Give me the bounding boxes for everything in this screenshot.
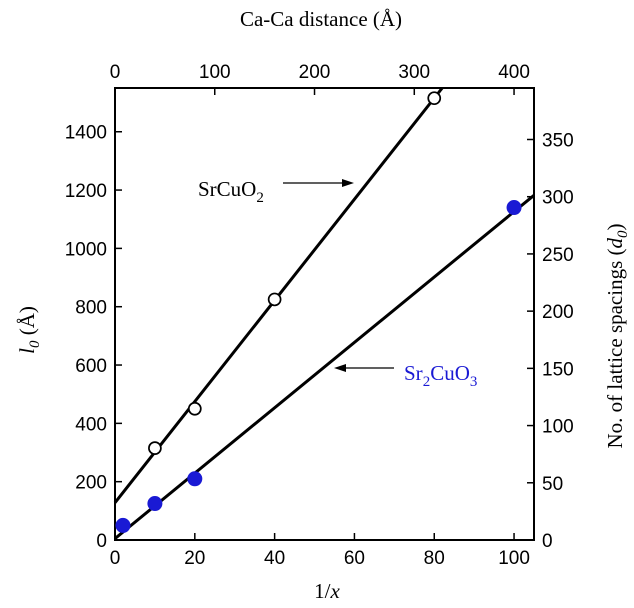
sr2cuo3-label-part1: Sr (404, 361, 423, 385)
x-bottom-tick-label-20: 20 (184, 548, 205, 569)
annotation-srcuo2: SrCuO2 (198, 177, 354, 206)
annotation-sr2cuo3-label: Sr2CuO3 (404, 361, 477, 390)
y-right-tick-label-0: 0 (542, 531, 553, 552)
y-right-title-main: No. of lattice spacings ( (603, 248, 627, 448)
y-left-tick-label-200: 200 (75, 473, 107, 494)
y-right-tick-label-250: 250 (542, 245, 574, 266)
y-left-tick-label-800: 800 (75, 298, 107, 319)
srcuo2-label-part1: SrCuO (198, 177, 256, 201)
plot-frame (114, 87, 535, 541)
x-bottom-tick-label-100: 100 (498, 548, 530, 569)
sr2cuo3-label-sub1: 2 (423, 374, 431, 390)
y-left-tick-label-600: 600 (75, 356, 107, 377)
data-point-srcuo2-1 (187, 401, 202, 416)
x-top-tick-label-100: 100 (199, 62, 231, 83)
y-left-title-base: l (15, 348, 39, 354)
x-top-tick-label-200: 200 (299, 62, 331, 83)
data-point-sr2cuo3-3 (506, 200, 522, 216)
y-left-tick-label-0: 0 (96, 531, 107, 552)
annotation-sr2cuo3: Sr2CuO3 (334, 361, 477, 390)
y-left-tick-label-1200: 1200 (65, 181, 107, 202)
data-point-srcuo2-3 (427, 91, 442, 106)
y-left-tick-label-400: 400 (75, 414, 107, 435)
y-left-tick-label-1000: 1000 (65, 239, 107, 260)
annotation-srcuo2-arrow-head (342, 179, 354, 187)
x-bottom-tick-label-0: 0 (110, 548, 121, 569)
sr2cuo3-label-sub2: 3 (470, 374, 478, 390)
annotation-sr2cuo3-arrow-head (334, 364, 346, 372)
x-top-tick-label-400: 400 (498, 62, 530, 83)
y-right-axis-title: No. of lattice spacings (d0) (603, 223, 631, 448)
y-left-title-unit: (Å) (15, 306, 39, 340)
x-top-tick-label-300: 300 (398, 62, 430, 83)
fit-line-sr2cuo3 (114, 194, 535, 540)
sr2cuo3-label-part2: CuO (430, 361, 470, 385)
data-point-sr2cuo3-1 (147, 496, 163, 512)
x-top-tick-label-0: 0 (110, 62, 121, 83)
y-left-axis-title: l0 (Å) (15, 306, 43, 354)
y-right-title-var: d (603, 237, 627, 248)
data-point-sr2cuo3-0 (115, 517, 131, 533)
x-bottom-axis-title: 1/x (314, 579, 340, 603)
x-bottom-tick-label-60: 60 (344, 548, 365, 569)
data-point-srcuo2-2 (267, 292, 282, 307)
x-bottom-title-italic: x (330, 579, 341, 603)
srcuo2-label-sub1: 2 (256, 190, 264, 206)
x-bottom-tick-label-40: 40 (264, 548, 285, 569)
x-top-axis-title: Ca-Ca distance (Å) (240, 7, 402, 31)
data-point-sr2cuo3-2 (187, 471, 203, 487)
y-right-tick-label-200: 200 (542, 302, 574, 323)
y-right-tick-label-350: 350 (542, 130, 574, 151)
y-left-title-sub: 0 (27, 340, 43, 348)
y-right-tick-label-50: 50 (542, 474, 563, 495)
data-point-srcuo2-0 (148, 441, 162, 455)
y-right-tick-label-100: 100 (542, 417, 574, 438)
y-right-title-sub: 0 (615, 230, 631, 238)
annotation-srcuo2-label: SrCuO2 (198, 177, 264, 206)
y-right-title-close: ) (603, 223, 627, 230)
y-right-tick-label-300: 300 (542, 188, 574, 209)
y-left-tick-label-1400: 1400 (65, 123, 107, 144)
y-right-tick-label-150: 150 (542, 359, 574, 380)
x-bottom-title-main: 1/ (314, 579, 331, 603)
x-bottom-tick-label-80: 80 (424, 548, 445, 569)
